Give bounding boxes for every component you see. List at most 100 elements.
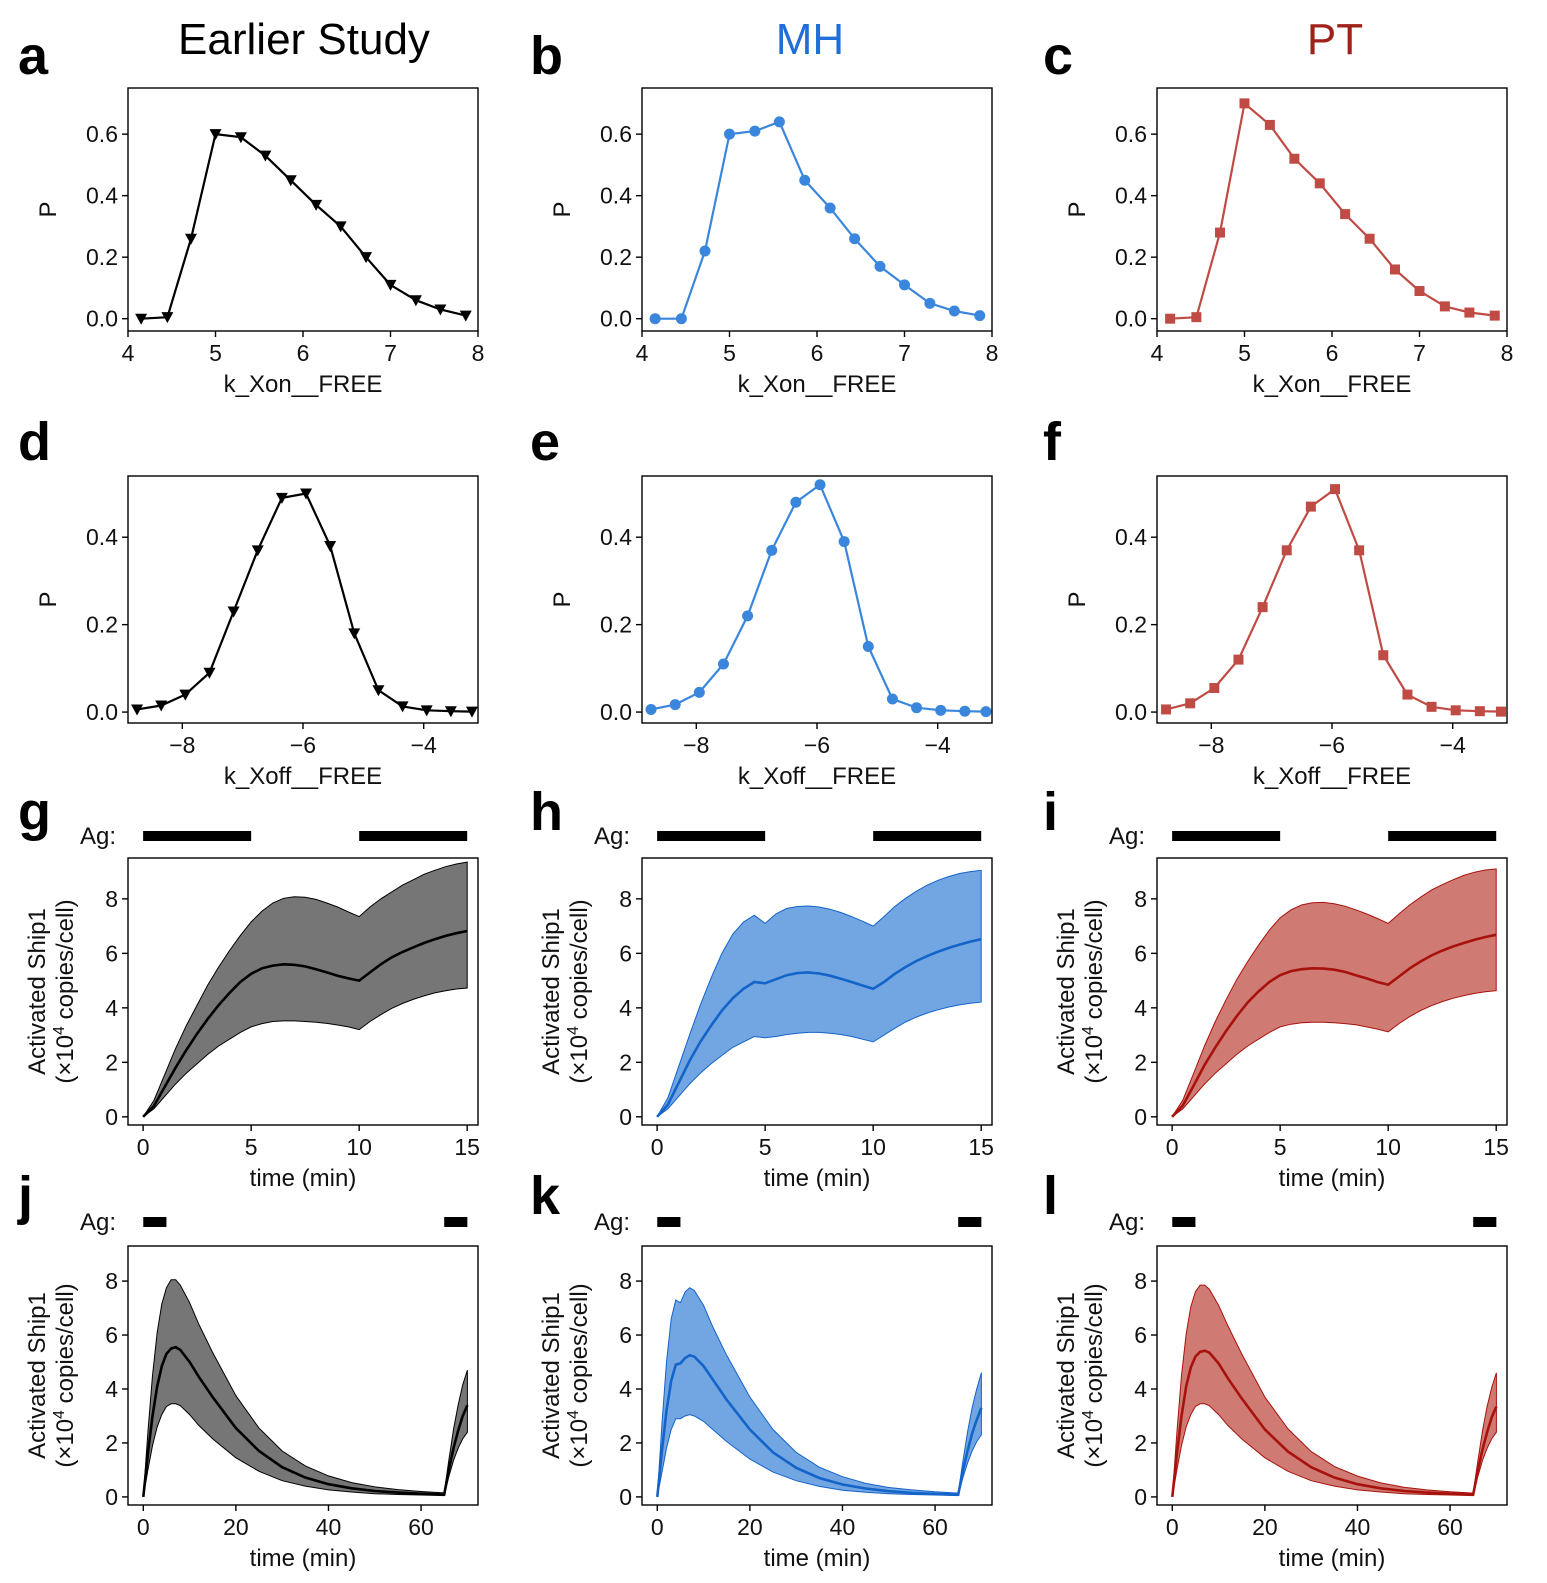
data-point: [1330, 484, 1341, 495]
data-point: [444, 706, 457, 718]
data-point: [948, 305, 960, 317]
data-point: [1364, 233, 1375, 244]
confidence-band: [656, 869, 982, 1118]
axes-frame: [127, 475, 479, 724]
x-tick-label: 7: [898, 340, 911, 366]
y-tick-label: 0.6: [86, 121, 118, 147]
data-point: [1209, 683, 1220, 694]
y-axis-label: P: [549, 591, 576, 607]
x-tick-label: −4: [1440, 732, 1466, 758]
series-line: [650, 482, 987, 713]
x-tick-label: 60: [408, 1514, 434, 1540]
data-point: [849, 233, 861, 245]
axes-frame: [1156, 1245, 1508, 1506]
y-tick-label: 0.4: [1115, 524, 1147, 550]
panel-letter-a: a: [18, 26, 49, 86]
x-tick-label: 0: [1166, 1134, 1179, 1160]
x-tick-label: 4: [636, 340, 649, 366]
x-tick-label: 6: [297, 340, 310, 366]
y-tick-label: 0.0: [600, 699, 632, 725]
x-axis-label: k_Xoff__FREE: [224, 763, 382, 790]
data-point: [179, 689, 192, 701]
x-tick-label: −4: [925, 732, 951, 758]
ag-on-bar: [1172, 831, 1281, 841]
y-axis-label-units: (×104 copies/cell): [1080, 899, 1108, 1083]
x-tick-label: 40: [316, 1514, 342, 1540]
x-tick-label: 0: [137, 1514, 150, 1540]
data-point: [766, 544, 778, 556]
y-axis-label: Activated Ship1: [24, 908, 51, 1075]
y-tick-label: 6: [105, 1322, 118, 1348]
y-tick-label: 0.0: [1115, 306, 1147, 332]
x-tick-label: 7: [1413, 340, 1426, 366]
x-tick-label: 0: [137, 1134, 150, 1160]
y-tick-label: 0.2: [1115, 612, 1147, 638]
x-tick-label: 0: [651, 1134, 664, 1160]
panel-letter-c: c: [1043, 26, 1073, 86]
y-axis-label-units: (×104 copies/cell): [51, 899, 79, 1083]
y-tick-label: 8: [619, 886, 632, 912]
ag-label: Ag:: [594, 823, 630, 850]
ag-on-bar: [1388, 831, 1497, 841]
mean-line: [656, 1353, 983, 1498]
data-point: [1161, 704, 1172, 715]
x-tick-label: 6: [1326, 340, 1339, 366]
ag-label: Ag:: [1109, 823, 1145, 850]
x-tick-label: −4: [411, 732, 437, 758]
x-tick-label: 8: [472, 340, 485, 366]
ag-on-bar: [873, 831, 982, 841]
data-point: [1185, 698, 1196, 709]
mean-line: [1171, 933, 1497, 1118]
data-point: [1215, 227, 1225, 238]
x-tick-label: 20: [737, 1514, 763, 1540]
y-axis-label: P: [549, 201, 576, 217]
mean-line: [142, 1345, 469, 1498]
data-point: [742, 610, 754, 622]
y-tick-label: 0.2: [600, 244, 632, 270]
ag-label: Ag:: [80, 823, 116, 850]
ag-label: Ag:: [80, 1209, 116, 1236]
y-tick-label: 6: [619, 1322, 632, 1348]
panel-h: h Ag: 0 5 10 15 0 2 4 6 8 time (min) Activated Ship1…: [530, 782, 994, 1192]
y-axis-label: P: [1064, 591, 1091, 607]
x-tick-label: 20: [223, 1514, 249, 1540]
y-tick-label: 0.2: [600, 612, 632, 638]
x-tick-label: 60: [922, 1514, 948, 1540]
data-point: [203, 667, 216, 679]
x-axis-label: time (min): [764, 1545, 871, 1572]
data-point: [814, 479, 826, 491]
panel-letter-l: l: [1043, 1166, 1058, 1226]
x-axis-label: k_Xoff__FREE: [738, 763, 896, 790]
data-point: [275, 492, 288, 504]
series-line: [1165, 487, 1502, 713]
x-tick-label: 5: [1238, 340, 1251, 366]
y-tick-label: 4: [105, 995, 118, 1021]
data-point: [155, 700, 168, 712]
data-point: [234, 132, 247, 144]
x-tick-label: 10: [346, 1134, 372, 1160]
y-axis-label: Activated Ship1: [24, 1292, 51, 1459]
data-point: [724, 128, 735, 140]
ag-on-bar: [143, 1217, 167, 1227]
panel-letter-f: f: [1043, 412, 1062, 472]
data-point: [645, 703, 657, 715]
data-point: [334, 221, 347, 233]
x-tick-label: 7: [384, 340, 397, 366]
data-point: [693, 686, 705, 698]
x-axis-label: time (min): [1279, 1545, 1386, 1572]
x-tick-label: 6: [811, 340, 824, 366]
x-axis-label: k_Xon__FREE: [1253, 371, 1412, 398]
y-axis-label: Activated Ship1: [1053, 908, 1080, 1075]
data-point: [1305, 501, 1316, 512]
data-point: [1264, 119, 1275, 130]
y-tick-label: 0: [1134, 1484, 1147, 1510]
panel-letter-i: i: [1043, 782, 1058, 842]
axes-frame: [641, 857, 993, 1126]
data-point: [675, 313, 687, 325]
axes-frame: [127, 857, 479, 1126]
data-point: [974, 310, 986, 322]
ag-on-bar: [1172, 1217, 1196, 1227]
ag-on-bar: [958, 1217, 982, 1227]
data-point: [824, 202, 836, 214]
